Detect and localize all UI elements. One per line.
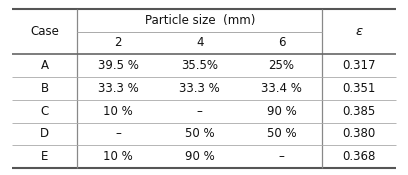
Text: 50 %: 50 % <box>185 127 215 140</box>
Text: 0.380: 0.380 <box>342 127 376 140</box>
Text: Particle size  (mm): Particle size (mm) <box>144 14 255 27</box>
Text: 6: 6 <box>278 36 285 49</box>
Text: 0.385: 0.385 <box>342 105 376 118</box>
Text: ε: ε <box>355 25 363 38</box>
Text: D: D <box>40 127 49 140</box>
Text: C: C <box>41 105 49 118</box>
Text: 2: 2 <box>114 36 122 49</box>
Text: 90 %: 90 % <box>185 150 215 163</box>
Text: 0.317: 0.317 <box>342 59 376 72</box>
Text: 33.3 %: 33.3 % <box>98 82 138 95</box>
Text: 35.5%: 35.5% <box>181 59 218 72</box>
Text: 50 %: 50 % <box>267 127 296 140</box>
Text: 10 %: 10 % <box>103 150 133 163</box>
Text: 0.368: 0.368 <box>342 150 376 163</box>
Text: –: – <box>279 150 284 163</box>
Text: –: – <box>197 105 203 118</box>
Text: 25%: 25% <box>268 59 295 72</box>
Text: B: B <box>41 82 49 95</box>
Text: 10 %: 10 % <box>103 105 133 118</box>
Text: 33.3 %: 33.3 % <box>180 82 220 95</box>
Text: –: – <box>115 127 121 140</box>
Text: Case: Case <box>30 25 59 38</box>
Text: 4: 4 <box>196 36 204 49</box>
Text: E: E <box>41 150 49 163</box>
Text: 0.351: 0.351 <box>342 82 376 95</box>
Text: 90 %: 90 % <box>267 105 297 118</box>
Text: 39.5 %: 39.5 % <box>98 59 138 72</box>
Text: 33.4 %: 33.4 % <box>261 82 302 95</box>
Text: A: A <box>41 59 49 72</box>
